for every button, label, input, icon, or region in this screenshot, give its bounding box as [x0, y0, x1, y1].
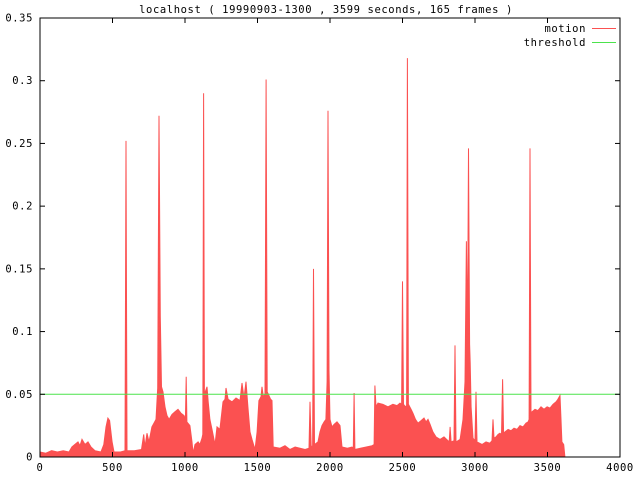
x-tick-label: 1500 [244, 462, 272, 474]
y-tick-label: 0.35 [5, 13, 33, 25]
x-tick-label: 3500 [534, 462, 562, 474]
x-tick-label: 4000 [606, 462, 634, 474]
x-tick-label: 2000 [316, 462, 344, 474]
legend: motion threshold [524, 23, 616, 49]
y-tick-label: 0.2 [12, 201, 33, 213]
legend-label-threshold: threshold [524, 37, 586, 49]
x-tick-label: 0 [37, 462, 44, 474]
y-tick-label: 0.1 [12, 326, 33, 338]
x-tick-label: 3000 [461, 462, 489, 474]
plot-border [39, 17, 621, 458]
y-tick-label: 0.05 [5, 389, 33, 401]
y-tick-label: 0.3 [12, 75, 33, 87]
motion-series-area [39, 58, 566, 458]
x-tick-label: 1000 [171, 462, 199, 474]
x-tick-label: 500 [102, 462, 123, 474]
x-tick-label: 2500 [389, 462, 417, 474]
y-tick-label: 0.25 [5, 138, 33, 150]
ticks-layer: 0 500 1000 1500 2000 2500 3000 3500 4000 0 0.05 0.1… [5, 13, 634, 475]
chart-title: localhost ( 19990903-1300 , 3599 seconds… [139, 4, 513, 16]
y-tick-label: 0.15 [5, 263, 33, 275]
y-tick-label: 0 [26, 452, 33, 464]
series-layer [39, 58, 620, 458]
legend-label-motion: motion [544, 23, 586, 35]
